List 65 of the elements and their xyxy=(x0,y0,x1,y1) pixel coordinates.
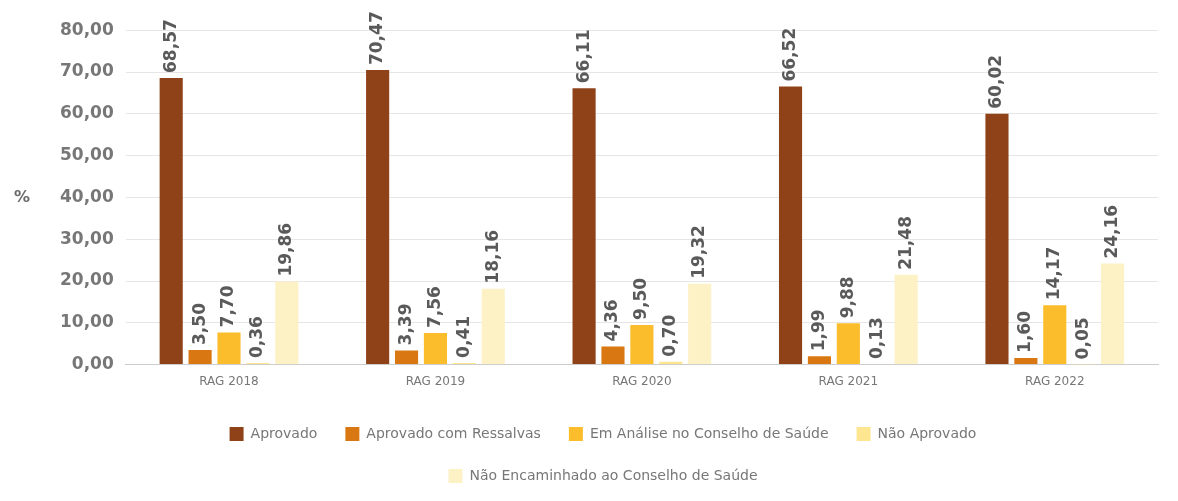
bar xyxy=(159,77,183,365)
data-label: 9,50 xyxy=(630,277,651,320)
data-label: 14,17 xyxy=(1043,246,1064,301)
data-label: 1,99 xyxy=(807,309,828,352)
y-tick-label: 30,00 xyxy=(59,227,114,248)
legend-label: Aprovado xyxy=(250,424,318,441)
data-label: 70,47 xyxy=(366,11,387,66)
bar xyxy=(188,349,212,365)
data-label: 3,39 xyxy=(394,303,415,346)
bar xyxy=(394,350,419,365)
data-label: 0,36 xyxy=(246,316,267,359)
legend-label: Aprovado com Ressalvas xyxy=(366,424,541,441)
bar xyxy=(572,88,596,365)
data-label: 9,88 xyxy=(836,276,857,319)
data-label: 0,41 xyxy=(452,315,473,358)
x-tick-label: RAG 2018 xyxy=(199,373,259,388)
bar xyxy=(778,86,803,365)
data-label: 1,60 xyxy=(1014,310,1035,353)
bar xyxy=(985,113,1009,365)
legend-label: Não Aprovado xyxy=(877,424,977,441)
bar xyxy=(423,333,447,365)
data-label: 24,16 xyxy=(1101,204,1121,259)
x-tick-label: RAG 2019 xyxy=(405,373,466,388)
bar xyxy=(1043,305,1067,365)
data-label: 3,50 xyxy=(188,302,209,345)
bar xyxy=(481,288,505,365)
y-tick-label: 20,00 xyxy=(59,269,114,290)
bar xyxy=(275,281,299,365)
bar xyxy=(836,323,860,365)
data-label: 7,56 xyxy=(423,286,444,328)
bar xyxy=(894,274,918,365)
data-label: 19,86 xyxy=(275,222,296,277)
bar xyxy=(601,346,625,365)
bar xyxy=(1101,263,1125,365)
bar xyxy=(688,283,712,365)
y-tick-label: 70,00 xyxy=(59,60,114,81)
data-label: 21,48 xyxy=(894,216,915,270)
data-label: 66,52 xyxy=(778,27,799,82)
bar xyxy=(630,324,654,365)
y-tick-label: 50,00 xyxy=(59,144,114,165)
bar xyxy=(1014,357,1038,365)
data-label: 60,02 xyxy=(985,54,1006,109)
y-tick-label: 40,00 xyxy=(59,185,114,206)
y-axis-title: % xyxy=(13,186,31,206)
data-label: 0,13 xyxy=(865,317,886,360)
legend-label: Em Análise no Conselho de Saúde xyxy=(589,424,829,441)
y-tick-label: 10,00 xyxy=(59,311,114,332)
y-tick-label: 60,00 xyxy=(59,102,114,123)
data-label: 19,32 xyxy=(688,225,709,279)
data-label: 0,05 xyxy=(1072,317,1093,360)
data-label: 68,57 xyxy=(159,19,180,73)
data-label: 66,11 xyxy=(572,29,593,84)
bar xyxy=(217,332,241,365)
bar xyxy=(807,356,831,365)
y-tick-label: 0,00 xyxy=(71,353,114,374)
y-tick-label: 80,00 xyxy=(59,18,114,39)
data-label: 0,70 xyxy=(659,314,680,357)
data-label: 7,70 xyxy=(217,285,238,328)
bar xyxy=(366,70,390,365)
x-tick-label: RAG 2021 xyxy=(818,373,879,388)
data-label: 18,16 xyxy=(481,229,502,284)
data-label: 4,36 xyxy=(601,299,622,342)
legend-label: Não Encaminhado ao Conselho de Saúde xyxy=(469,466,758,483)
x-tick-label: RAG 2022 xyxy=(1025,373,1085,388)
x-tick-label: RAG 2020 xyxy=(612,373,672,388)
